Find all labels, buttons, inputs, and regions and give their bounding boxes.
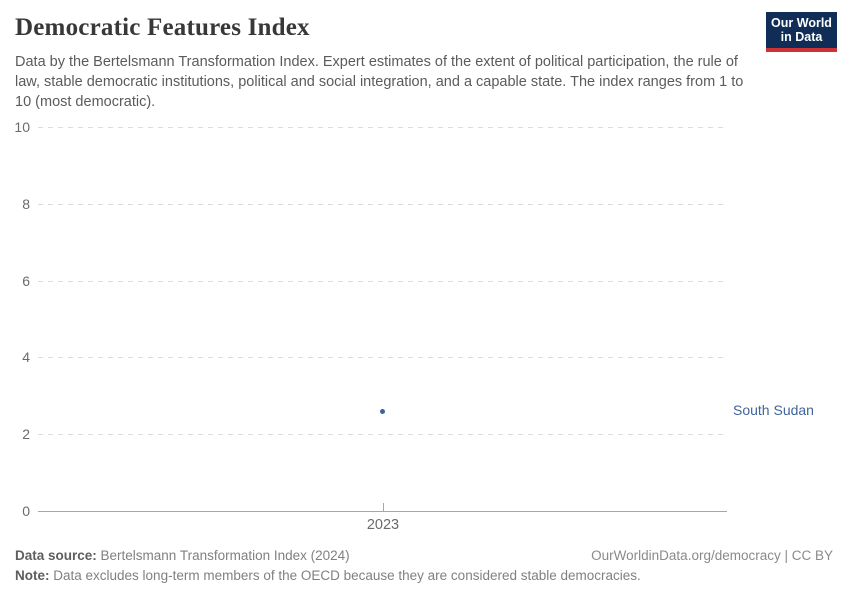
y-tick-label-10: 10 [14, 119, 30, 135]
y-tick-label-2: 2 [22, 426, 30, 443]
owid-logo-line2: in Data [780, 30, 823, 44]
owid-logo-line1: Our World [771, 16, 832, 30]
gridline-y10 [38, 127, 727, 128]
attribution-link[interactable]: OurWorldinData.org/democracy | CC BY [591, 548, 833, 563]
data-point-south-sudan[interactable] [380, 408, 385, 414]
data-source-text: Bertelsmann Transformation Index (2024) [96, 548, 350, 563]
x-tick-mark [383, 503, 384, 511]
data-source-label: Data source: [15, 548, 97, 563]
chart-subtitle: Data by the Bertelsmann Transformation I… [15, 54, 744, 110]
note-text: Data excludes long-term members of the O… [49, 568, 641, 583]
chart-footer-note: Note: Data excludes long-term members of… [15, 568, 833, 583]
x-tick-label: 2023 [366, 517, 400, 533]
entity-label-south-sudan[interactable]: South Sudan [733, 402, 814, 419]
note-label: Note: [15, 568, 50, 583]
gridline-y2 [38, 434, 727, 436]
gridline-y8 [38, 203, 727, 205]
y-tick-label-8: 8 [22, 195, 30, 212]
gridline-y4 [38, 357, 727, 359]
data-source: Data source: Bertelsmann Transformation … [15, 548, 350, 563]
y-tick-label-0: 0 [22, 503, 30, 519]
gridline-y6 [38, 280, 727, 282]
page-title: Democratic Features Index [15, 14, 310, 41]
chart-footer-line1: Data source: Bertelsmann Transformation … [15, 548, 833, 563]
owid-logo[interactable]: Our World in Data [766, 12, 837, 52]
x-axis-line [38, 511, 727, 512]
y-tick-label-6: 6 [22, 272, 30, 289]
y-tick-label-4: 4 [22, 349, 30, 366]
